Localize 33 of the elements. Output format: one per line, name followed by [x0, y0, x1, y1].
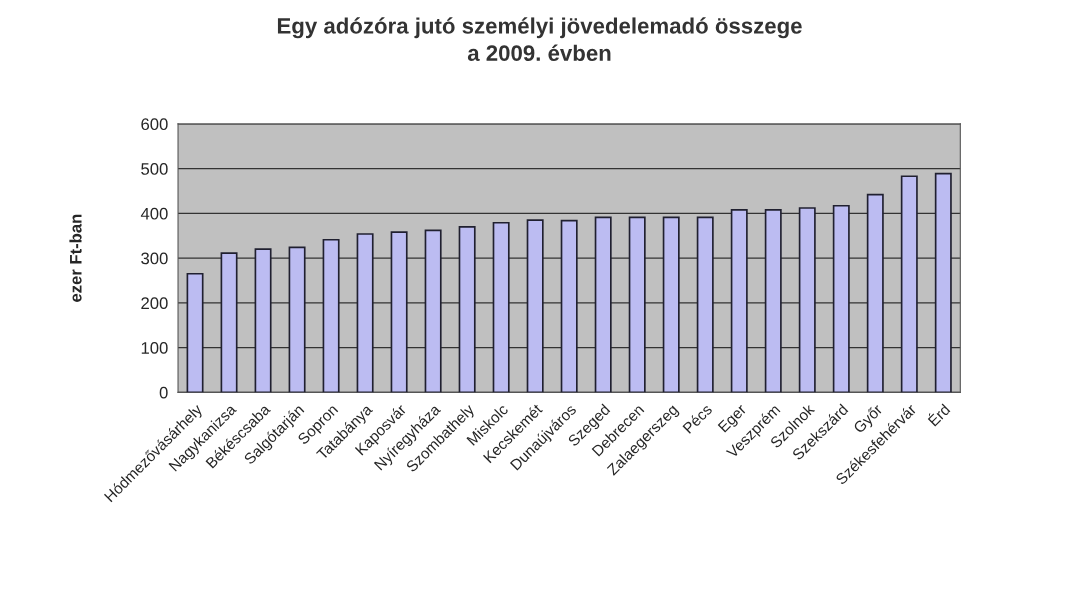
- bar: [730, 208, 748, 393]
- bar: [424, 229, 442, 393]
- bar: [866, 193, 884, 393]
- bar: [628, 216, 646, 393]
- bar: [526, 219, 544, 393]
- chart-title: Egy adózóra jutó személyi jövedelemadó összege a 2009. évben: [277, 17, 802, 61]
- bar: [220, 252, 238, 393]
- y-tick-label: 300: [141, 252, 168, 265]
- bar: [288, 246, 306, 393]
- y-tick-label: 200: [141, 297, 168, 310]
- bar: [560, 219, 578, 393]
- y-tick-label: 400: [140, 207, 168, 220]
- y-tick-label: 600: [141, 118, 168, 131]
- bar: [764, 208, 782, 393]
- y-tick-label: 0: [159, 386, 168, 399]
- bar: [900, 175, 918, 393]
- bar: [254, 248, 272, 393]
- bar: [390, 231, 408, 393]
- bar: [458, 225, 476, 393]
- x-tick-label: Érd: [925, 401, 951, 427]
- bar: [696, 216, 714, 393]
- y-axis-title: ezer Ft-ban: [69, 214, 82, 302]
- bar: [832, 204, 850, 393]
- y-tick-label: 100: [141, 342, 168, 354]
- bar: [594, 216, 612, 393]
- bar: [322, 238, 340, 393]
- bar: [934, 172, 952, 393]
- y-tick-label: 500: [141, 163, 168, 175]
- bar: [186, 272, 204, 393]
- bar: [356, 233, 374, 393]
- bar: [798, 207, 816, 393]
- bar: [662, 216, 680, 393]
- bar: [492, 221, 510, 393]
